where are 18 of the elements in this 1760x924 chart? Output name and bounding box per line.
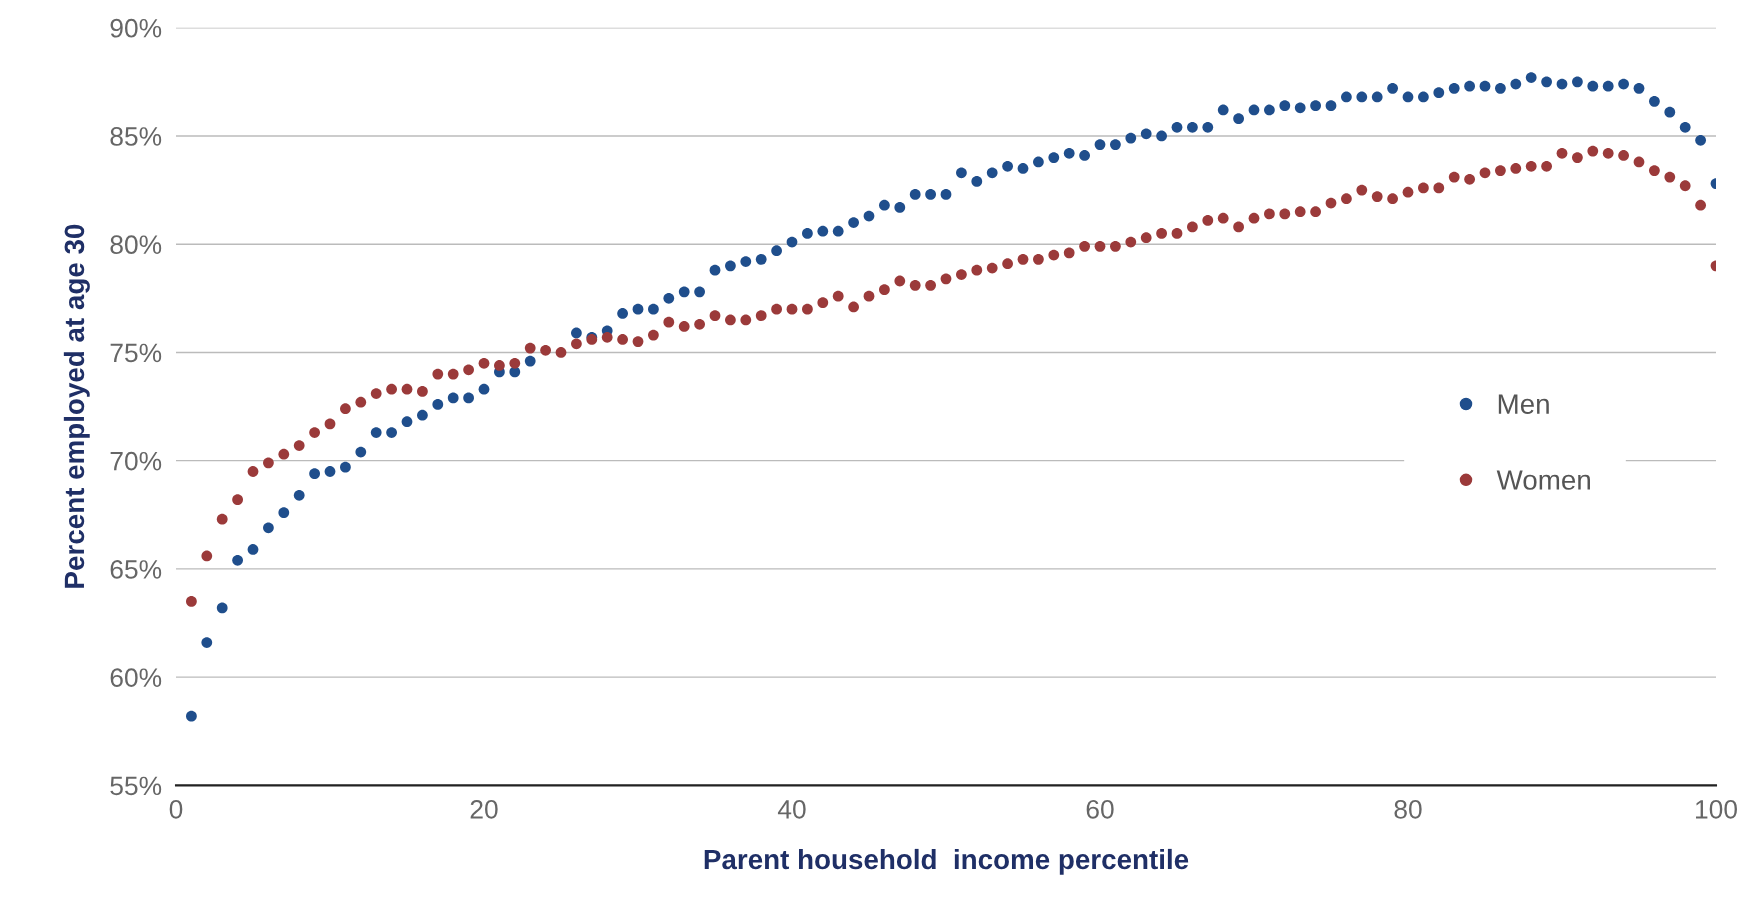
y-axis-title: Percent employed at age 30 <box>63 224 90 588</box>
y-tick-label: 60% <box>110 668 162 687</box>
y-tick-label: 65% <box>110 560 162 579</box>
x-tick-label: 20 <box>470 799 498 819</box>
y-tick-label: 90% <box>110 18 162 38</box>
x-tick-label: 40 <box>777 799 806 819</box>
y-tick-label: 75% <box>110 343 162 363</box>
legend-label: Women <box>1496 470 1590 490</box>
x-tick-label: 80 <box>1394 799 1422 819</box>
y-tick-label: 55% <box>110 776 162 796</box>
y-tick-label: 70% <box>110 451 162 471</box>
x-tick-label: 60 <box>1086 799 1114 819</box>
y-tick-label: 80% <box>110 235 162 255</box>
x-axis-title: Parent household income percentile <box>704 848 1189 875</box>
x-tick-label: 100 <box>1696 799 1737 819</box>
x-tick-label: 0 <box>169 799 183 819</box>
legend-label: Men <box>1498 394 1549 414</box>
y-tick-label: 85% <box>110 127 162 146</box>
